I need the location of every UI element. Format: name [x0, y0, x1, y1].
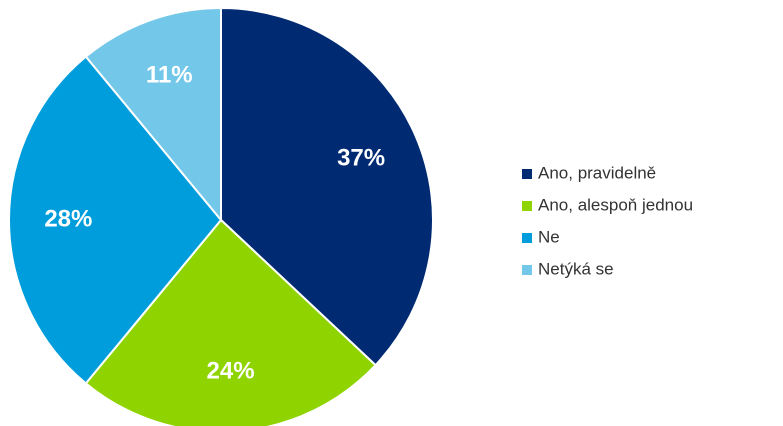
data-label: 24%: [207, 358, 255, 385]
pie-slice: [84, 6, 222, 223]
pie-slice: [84, 218, 377, 426]
data-label: 28%: [44, 205, 92, 232]
pie-slice: [8, 55, 223, 385]
legend-label: Netýká se: [538, 259, 614, 278]
data-label: 11%: [146, 62, 193, 89]
pie-slice: [220, 6, 434, 367]
legend-label: Ano, pravidelně: [538, 163, 656, 182]
legend-swatch: [522, 233, 532, 243]
legend-swatch: [522, 169, 532, 179]
legend-label: Ne: [538, 227, 560, 246]
data-label: 37%: [337, 145, 385, 172]
legend-swatch: [522, 265, 532, 275]
legend-swatch: [522, 201, 532, 211]
legend-label: Ano, alespoň jednou: [538, 195, 693, 214]
